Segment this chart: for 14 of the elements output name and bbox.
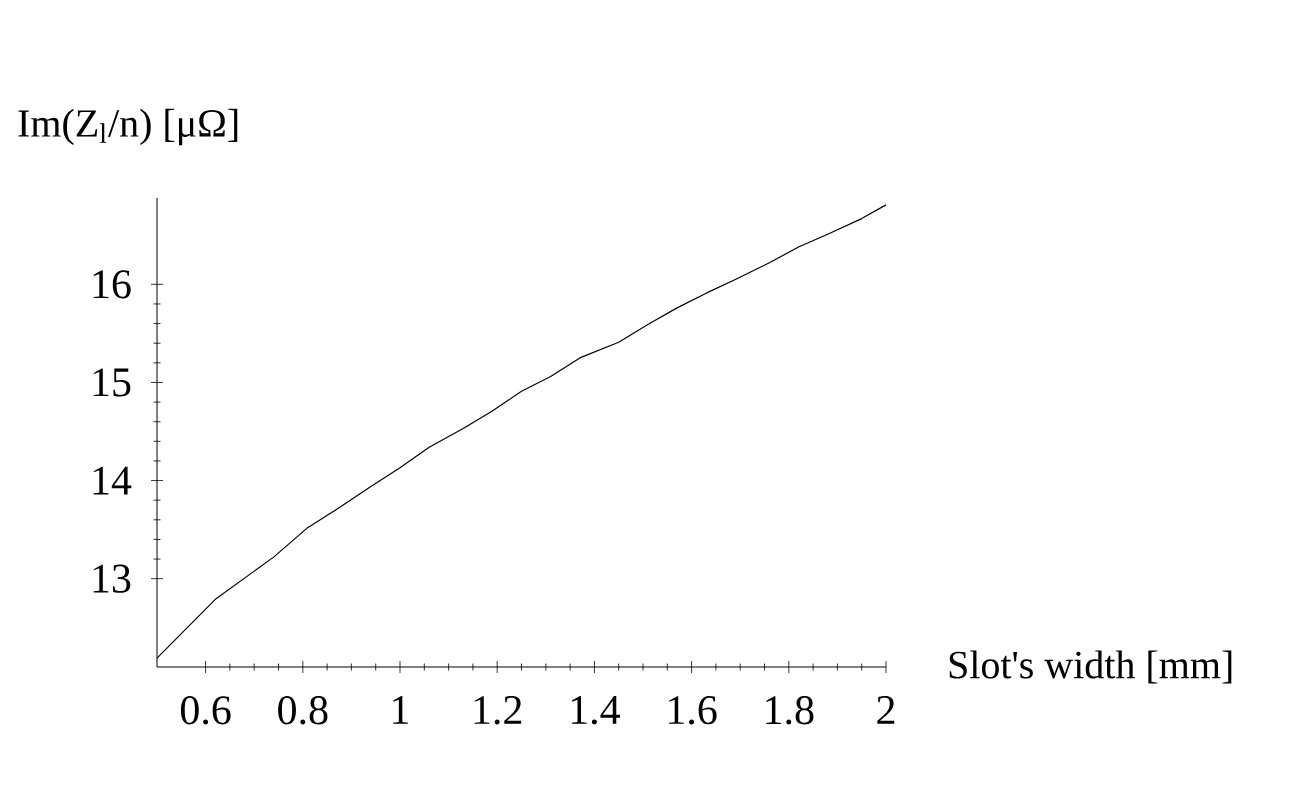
x-tick-label: 1.6 <box>669 696 717 725</box>
x-tick-label: 2 <box>877 696 895 724</box>
x-tick-label: 1.4 <box>571 696 620 725</box>
x-tick-label: 1.2 <box>474 696 522 725</box>
x-axis-title: Slot's width [mm] <box>949 650 1232 684</box>
y-tick-label: 14 <box>93 466 132 495</box>
y-tick-label: 13 <box>93 564 131 593</box>
x-tick-label: 0.8 <box>278 696 328 725</box>
y-tick-label: 15 <box>93 368 131 397</box>
y-tick-label: 16 <box>93 270 131 299</box>
x-tick-label: 0.6 <box>180 696 231 725</box>
y-axis-title: Im(Z$_{l}$/n) [μΩ] <box>18 108 238 146</box>
x-tick-label: 1.8 <box>766 696 814 725</box>
x-tick-label: 1 <box>393 696 408 724</box>
